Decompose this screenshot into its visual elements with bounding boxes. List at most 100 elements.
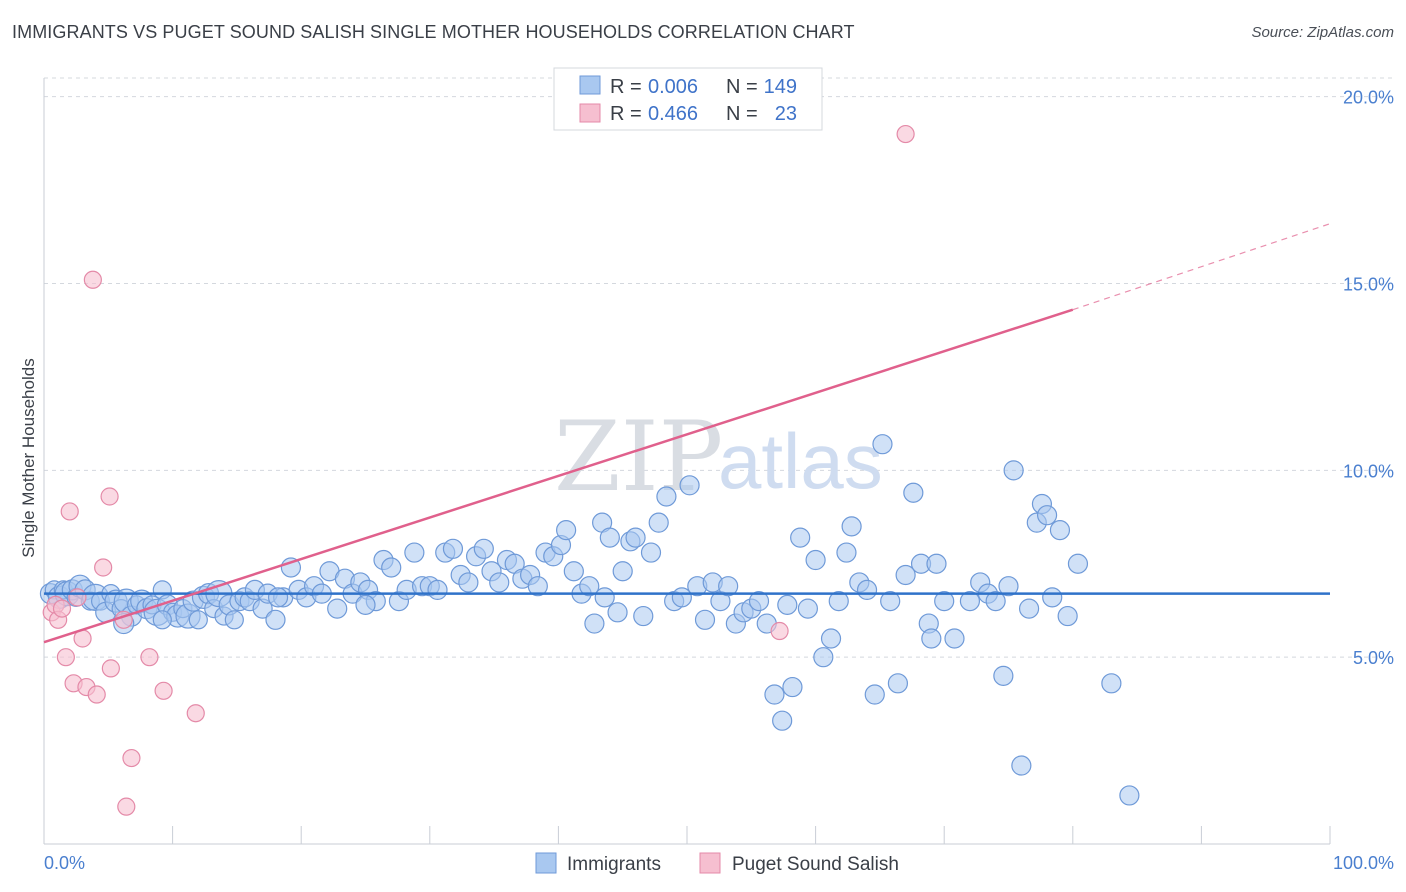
immigrants-point — [188, 610, 208, 630]
immigrants-point — [836, 542, 857, 563]
immigrants-point — [993, 665, 1014, 686]
immigrants-point — [828, 591, 849, 612]
immigrants-point — [1011, 755, 1032, 776]
immigrants-point — [748, 591, 770, 612]
immigrants-point — [805, 549, 826, 571]
puget-sound-salish-trend-line — [43, 308, 1074, 644]
puget-sound-salish-points — [42, 124, 915, 816]
immigrants-point — [841, 516, 862, 537]
immigrants-point — [790, 527, 811, 548]
x-tick-label-max: 100.0% — [1333, 853, 1394, 873]
immigrants-point — [1067, 553, 1089, 574]
immigrants-point — [718, 576, 739, 597]
puget-sound-salish-point — [122, 748, 141, 768]
stats-legend: R = 0.006 N = 149 R = 0.466 N = 23 — [553, 67, 823, 131]
immigrants-point — [872, 434, 893, 455]
immigrants-point — [1049, 520, 1071, 541]
legend-r-label-1: R = — [610, 76, 642, 98]
immigrants-point — [607, 602, 628, 623]
immigrants-point — [599, 527, 620, 548]
immigrants-point — [458, 572, 479, 593]
source-label: Source: ZipAtlas.com — [1251, 24, 1394, 41]
puget-sound-salish-point — [117, 797, 136, 816]
legend-n-label-2: N = — [726, 103, 758, 125]
watermark-zip: ZIP — [554, 401, 723, 513]
watermark-atlas: atlas — [718, 417, 883, 505]
immigrants-point — [934, 591, 955, 612]
series-legend-label-immigrants: Immigrants — [567, 854, 661, 875]
immigrants-point — [224, 610, 244, 630]
legend-r-value-1: 0.006 — [648, 76, 698, 98]
puget-sound-salish-point — [896, 124, 915, 144]
immigrants-point — [1119, 785, 1140, 806]
legend-n-value-1: 149 — [764, 76, 797, 98]
immigrants-point — [152, 610, 172, 630]
immigrants-point — [594, 587, 615, 608]
immigrants-point — [694, 609, 716, 630]
immigrants-point — [772, 710, 793, 731]
immigrants-point — [1036, 505, 1058, 526]
immigrants-point — [633, 605, 654, 627]
immigrants-point — [648, 512, 669, 533]
immigrants-point — [563, 561, 584, 582]
immigrants-point — [381, 557, 402, 578]
gridlines — [44, 77, 1394, 658]
puget-sound-salish-point — [52, 599, 72, 618]
legend-r-label-2: R = — [610, 103, 642, 125]
puget-sound-salish-point — [83, 270, 102, 289]
immigrants-point — [764, 684, 785, 705]
series-legend-label-puget-sound-salish: Puget Sound Salish — [732, 854, 899, 875]
immigrants-point — [267, 587, 289, 608]
x-axis-ticks — [43, 826, 1331, 844]
puget-sound-salish-point — [770, 621, 789, 641]
immigrants-point — [820, 628, 842, 649]
puget-sound-salish-point — [101, 659, 120, 678]
immigrants-point — [1042, 587, 1063, 608]
immigrants-point — [473, 538, 494, 559]
puget-sound-salish-point — [100, 487, 119, 506]
y-tick-label-20: 20.0% — [1343, 88, 1394, 108]
immigrants-point — [856, 579, 878, 601]
immigrants-point — [797, 598, 818, 619]
immigrants-point — [985, 591, 1006, 612]
puget-sound-salish-point — [140, 648, 159, 667]
puget-sound-salish-point — [68, 588, 87, 607]
immigrants-point — [656, 486, 677, 507]
y-axis-tick-labels: 5.0% 10.0% 15.0% 20.0% — [1343, 88, 1394, 668]
series-legend-swatch-puget-sound-salish — [699, 852, 721, 874]
immigrants-point — [584, 613, 605, 634]
legend-swatch-immigrants — [579, 75, 601, 95]
puget-sound-salish-point — [94, 558, 113, 577]
series-legend-swatch-immigrants — [535, 852, 557, 874]
immigrants-point — [782, 676, 803, 698]
immigrants-point — [625, 527, 646, 548]
y-tick-label-5: 5.0% — [1353, 648, 1394, 668]
series-legend: Immigrants Puget Sound Salish — [535, 852, 899, 875]
immigrants-point — [1018, 598, 1040, 619]
legend-n-value-2: 23 — [775, 103, 797, 125]
y-axis-label: Single Mother Households — [19, 358, 38, 557]
immigrants-point — [998, 576, 1019, 597]
legend-n-label-1: N = — [726, 76, 758, 98]
puget-sound-salish-point — [186, 704, 205, 723]
legend-swatch-puget-sound-salish — [579, 103, 601, 123]
puget-sound-salish-point — [60, 502, 79, 521]
y-tick-label-15: 15.0% — [1343, 275, 1394, 295]
immigrants-point — [864, 684, 885, 705]
x-tick-label-min: 0.0% — [44, 853, 85, 873]
immigrants-point — [265, 609, 286, 630]
puget-sound-salish-point — [87, 685, 106, 704]
immigrants-point — [404, 542, 425, 563]
immigrants-point — [903, 482, 924, 503]
immigrants-point — [427, 579, 448, 601]
chart-title: IMMIGRANTS VS PUGET SOUND SALISH SINGLE … — [12, 22, 855, 42]
immigrants-point — [442, 538, 464, 559]
immigrants-point — [880, 591, 901, 612]
immigrants-point — [527, 576, 548, 597]
immigrants-point — [813, 647, 834, 668]
immigrants-point — [327, 598, 348, 619]
immigrants-point — [556, 520, 577, 541]
puget-sound-salish-trend-extension — [1072, 223, 1331, 311]
immigrants-point — [1057, 605, 1078, 627]
